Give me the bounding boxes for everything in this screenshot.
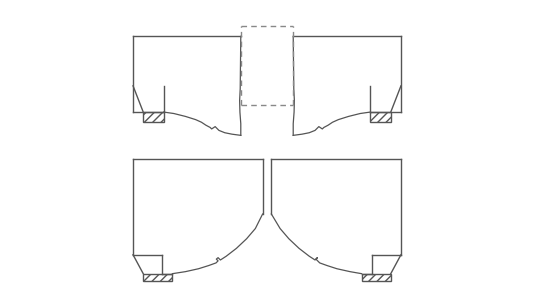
Bar: [362, 274, 391, 281]
Bar: [143, 274, 172, 281]
Bar: [371, 112, 391, 122]
Bar: [143, 112, 163, 122]
